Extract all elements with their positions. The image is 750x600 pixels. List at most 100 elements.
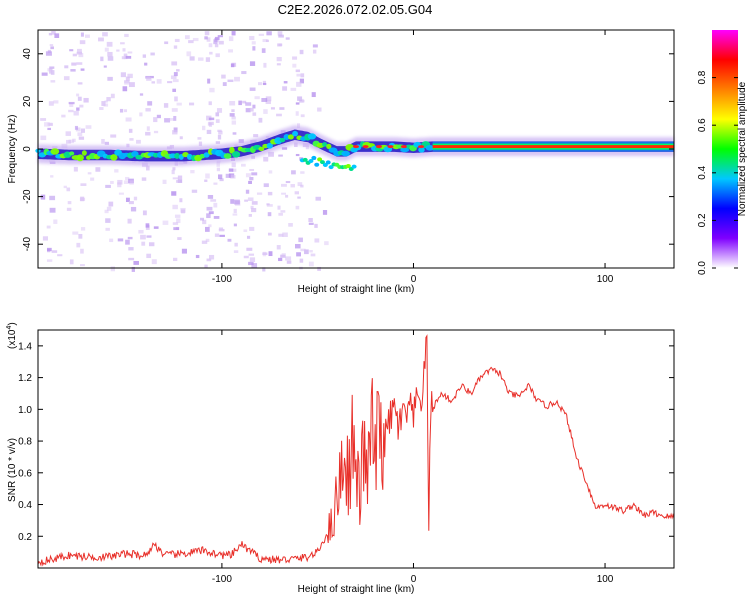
ridge-red-segment [362, 145, 369, 149]
spectrogram-speckle [215, 53, 220, 58]
spectrogram-speckle [232, 213, 238, 216]
spectrogram-speckle [173, 72, 178, 77]
spectrogram-speckle [238, 100, 242, 106]
spectrogram-speckle [281, 253, 286, 257]
spectrogram-speckle [213, 41, 218, 45]
snr-x-tick-label: 0 [411, 574, 417, 585]
spectrogram-speckle [295, 153, 300, 157]
spectrogram-speckle [131, 266, 135, 272]
spectrogram-speckle [308, 218, 313, 222]
ridge-blob [418, 146, 425, 153]
spectrogram-speckle [139, 112, 143, 117]
spectrogram-speckle [292, 56, 298, 60]
spectrogram-speckle [40, 194, 46, 200]
spectrogram-speckle [171, 61, 178, 66]
spectrogram-speckle [248, 253, 255, 256]
ridge-blob [287, 134, 294, 140]
spectrogram-speckle [51, 250, 58, 253]
spectrogram-speckle [61, 114, 66, 118]
spectrogram-speckle [128, 201, 134, 205]
ridge-blob [81, 150, 87, 156]
spectrogram-speckle [46, 259, 53, 262]
spectrogram-x-tick-label: 100 [597, 274, 614, 285]
spectrogram-speckle [66, 187, 71, 192]
spectrogram-speckle [76, 62, 83, 65]
spectrogram-speckle [50, 70, 55, 75]
spectrogram-speckle [162, 179, 167, 184]
spectrogram-speckle [252, 46, 256, 51]
ridge-blob [279, 137, 286, 143]
spectrogram-speckle [213, 39, 218, 45]
spectrogram-speckle [268, 170, 273, 174]
spectrogram-speckle [110, 266, 115, 272]
spectrogram-speckle [200, 217, 205, 221]
spectrogram-speckle [46, 225, 51, 229]
spectrogram-y-tick-label: 40 [22, 48, 33, 60]
spectrogram-speckle [114, 169, 119, 173]
snr-y-tick-label: 0.8 [18, 437, 32, 448]
spectrogram-speckle [198, 141, 203, 146]
spectrogram-speckle [267, 212, 272, 217]
spectrogram-speckle [276, 63, 281, 66]
spectrogram-speckle [251, 263, 258, 269]
spectrogram-speckle [253, 134, 259, 138]
spectrogram-speckle [249, 226, 255, 231]
spectrogram-speckle [146, 126, 150, 131]
spectrogram-speckle [216, 167, 221, 172]
spectrogram-speckle [314, 238, 320, 243]
spectrogram-speckle [295, 243, 301, 249]
spectrogram-speckle [296, 81, 302, 87]
spectrogram-speckle [184, 35, 190, 40]
spectrogram-speckle [204, 31, 210, 36]
spectrogram-speckle [246, 235, 251, 239]
spectrogram-speckle [206, 213, 211, 219]
spectrogram-speckle [297, 196, 301, 199]
spectrogram-speckle [153, 226, 159, 229]
spectrogram-speckle [40, 135, 47, 141]
spectrogram-y-tick-label: 0 [22, 146, 33, 152]
spectrogram-speckle [127, 218, 132, 224]
spectrogram-speckle [279, 107, 285, 110]
spectrogram-speckle [227, 79, 234, 83]
ridge-blob [50, 148, 60, 155]
spectrogram-speckle [133, 260, 139, 265]
ridge-split-blob [322, 162, 328, 167]
spectrogram-speckle [308, 222, 314, 225]
spectrogram-speckle [65, 131, 72, 136]
spectrogram-speckle [278, 34, 284, 38]
spectrogram-speckle [74, 125, 78, 130]
spectrogram-speckle [153, 117, 158, 123]
spectrogram-speckle [205, 57, 211, 62]
spectrogram-speckle [225, 173, 231, 178]
spectrogram-speckle [136, 139, 141, 144]
spectrogram-speckle [78, 136, 85, 140]
spectrogram-ridge [35, 125, 674, 172]
colorbar: 0.0 0.2 0.4 0.6 0.8 Normalized spectral ampl… [697, 30, 748, 275]
spectrogram-speckle [228, 36, 234, 42]
spectrogram-speckle [70, 69, 76, 72]
spectrogram-speckle [146, 253, 152, 259]
spectrogram-speckle [205, 226, 210, 232]
spectrogram-speckle [311, 92, 316, 98]
spectrogram-speckle [208, 121, 214, 126]
spectrogram-speckle [245, 102, 252, 106]
spectrogram-speckle [297, 182, 303, 187]
spectrogram-speckle [297, 96, 303, 101]
spectrogram-speckle [138, 229, 144, 234]
spectrogram-speckle [176, 102, 182, 106]
spectrogram-speckle [103, 65, 107, 68]
ridge-stable-core [432, 145, 674, 149]
spectrogram-speckle [188, 40, 194, 44]
spectrogram-speckle [117, 179, 123, 185]
spectrogram-speckle [233, 250, 239, 253]
spectrogram-speckle [172, 204, 178, 210]
spectrogram-speckle [265, 99, 271, 105]
spectrogram-speckle [249, 61, 256, 66]
spectrogram-speckle [282, 86, 288, 91]
spectrogram-speckle [218, 227, 224, 230]
spectrogram-speckle [173, 257, 178, 262]
ridge-blob [69, 151, 75, 156]
spectrogram-speckle [173, 227, 180, 231]
spectrogram-speckle [174, 38, 180, 43]
spectrogram-speckle [190, 170, 195, 174]
